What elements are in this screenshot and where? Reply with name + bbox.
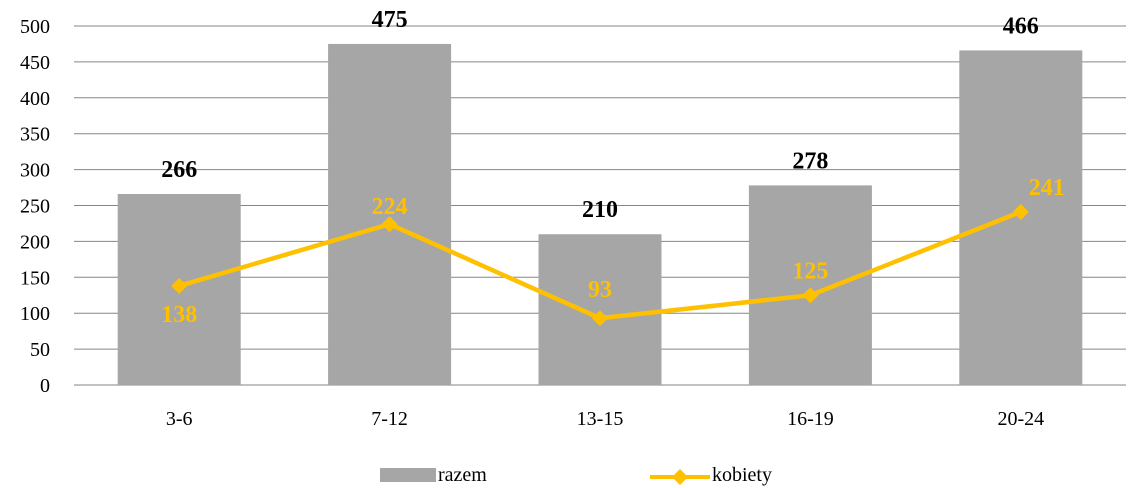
line-marker-kobiety bbox=[1012, 203, 1029, 220]
y-tick-label: 500 bbox=[20, 16, 50, 38]
legend-label-kobiety: kobiety bbox=[712, 464, 772, 486]
y-tick-label: 250 bbox=[20, 196, 50, 218]
legend-swatch-kobiety-marker bbox=[672, 469, 688, 485]
x-axis-ticks: 3-6 7-12 13-15 16-19 20-24 bbox=[166, 408, 1044, 430]
x-tick-label: 7-12 bbox=[371, 408, 408, 430]
line-kobiety bbox=[171, 203, 1029, 327]
line-data-label: 138 bbox=[161, 302, 197, 328]
bar-razem bbox=[328, 43, 452, 385]
bar-data-label: 278 bbox=[792, 148, 828, 174]
line-data-label: 224 bbox=[372, 194, 408, 220]
bar-data-label: 266 bbox=[161, 157, 197, 183]
bar-data-label: 475 bbox=[372, 7, 408, 33]
line-data-label: 241 bbox=[1029, 175, 1065, 201]
line-marker-kobiety bbox=[802, 287, 819, 304]
y-tick-label: 400 bbox=[20, 88, 50, 110]
x-tick-label: 13-15 bbox=[577, 408, 624, 430]
line-marker-kobiety bbox=[592, 310, 608, 327]
legend-swatch-razem bbox=[380, 468, 436, 482]
line-marker-kobiety bbox=[381, 216, 398, 233]
bar-data-labels: 266 475 210 278 466 bbox=[161, 7, 1039, 223]
x-tick-label: 20-24 bbox=[997, 408, 1044, 430]
y-tick-label: 450 bbox=[20, 52, 50, 74]
y-tick-label: 50 bbox=[30, 339, 50, 361]
line-data-label: 93 bbox=[588, 277, 612, 303]
y-tick-label: 300 bbox=[20, 160, 50, 182]
y-axis-ticks: 0 50 100 150 200 250 300 350 400 450 500 bbox=[20, 16, 50, 397]
y-tick-label: 200 bbox=[20, 231, 50, 253]
y-tick-label: 350 bbox=[20, 124, 50, 146]
legend: razem kobiety bbox=[380, 464, 772, 486]
y-tick-label: 150 bbox=[20, 267, 50, 289]
bar-data-label: 466 bbox=[1003, 13, 1039, 39]
bar-data-label: 210 bbox=[582, 197, 618, 223]
y-tick-label: 100 bbox=[20, 303, 50, 325]
line-data-label: 125 bbox=[792, 258, 828, 284]
bar-razem bbox=[538, 234, 662, 385]
bar-razem bbox=[748, 185, 872, 385]
y-tick-label: 0 bbox=[40, 375, 50, 397]
x-tick-label: 16-19 bbox=[787, 408, 834, 430]
legend-label-razem: razem bbox=[438, 464, 487, 486]
line-data-labels: 138 224 93 125 241 bbox=[161, 175, 1065, 328]
x-tick-label: 3-6 bbox=[166, 408, 193, 430]
line-marker-kobiety bbox=[171, 277, 188, 294]
